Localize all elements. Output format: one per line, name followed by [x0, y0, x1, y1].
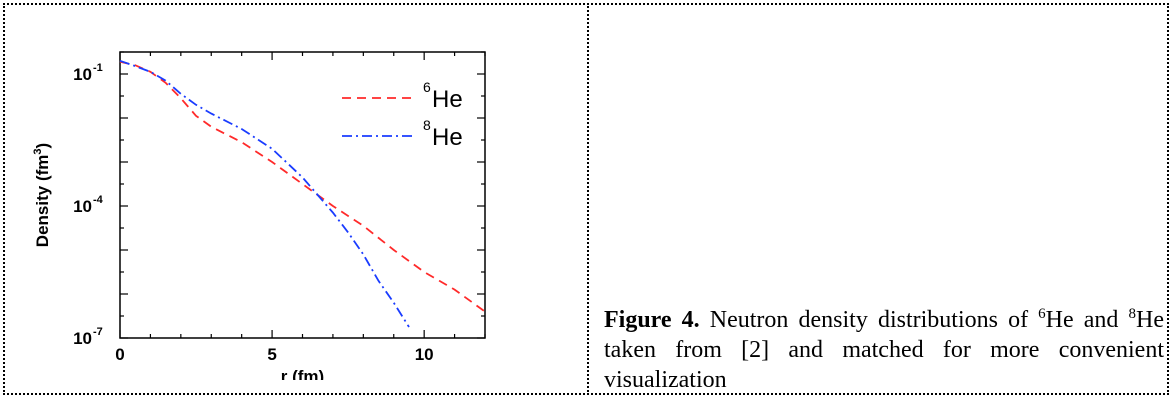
- caption-text-3: He taken from [2] and matched for more c…: [604, 307, 1165, 393]
- legend-label: He: [432, 124, 463, 151]
- y-tick-exponent: -4: [93, 194, 104, 206]
- y-axis-label: Density (fm3): [32, 143, 52, 247]
- y-tick-label: 10: [73, 329, 92, 348]
- y-tick-label: 10: [73, 65, 92, 84]
- y-tick-exponent: -1: [93, 62, 103, 74]
- x-tick-label: 5: [267, 345, 276, 364]
- legend-label-sup: 8: [423, 117, 431, 133]
- series-line-8he: [119, 59, 410, 328]
- caption-sup-8: 8: [1128, 306, 1137, 322]
- caption-text-1: Neutron density distributions of: [699, 307, 1039, 333]
- x-axis-label: r (fm): [281, 367, 324, 380]
- y-tick-exponent: -7: [93, 326, 103, 338]
- x-tick-label: 0: [115, 345, 124, 364]
- caption-sup-6: 6: [1038, 306, 1046, 322]
- legend-label-sup: 6: [423, 79, 431, 95]
- density-chart: 0 5 10 10 -1 10 -4 10 -7 r (fm) Density (fm3) 6 He 8…: [20, 40, 520, 386]
- x-tick-label: 10: [415, 345, 434, 364]
- y-tick-label: 10: [73, 197, 92, 216]
- figure-frame: [3, 3, 1169, 395]
- caption-label: Figure 4.: [604, 307, 700, 333]
- figure-caption: Figure 4. Neutron density distributions …: [604, 305, 1164, 395]
- series-line-6he: [119, 60, 486, 313]
- column-divider: [587, 3, 589, 395]
- caption-text-2: He and: [1045, 307, 1129, 333]
- legend-label: He: [432, 86, 463, 113]
